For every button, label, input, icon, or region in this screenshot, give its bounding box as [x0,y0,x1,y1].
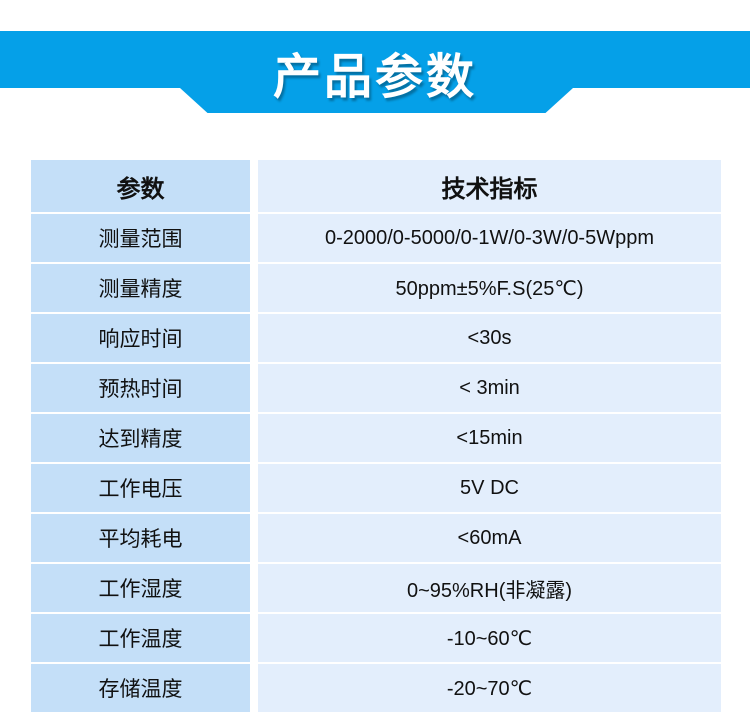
table-row: 工作湿度 0~95%RH(非凝露) [31,564,721,614]
table-header-row: 参数 技术指标 [31,160,721,214]
cell-parameter: 工作温度 [31,614,258,664]
table-header: 参数 技术指标 [31,160,721,214]
cell-parameter: 达到精度 [31,414,258,464]
cell-specification: -20~70℃ [258,664,721,714]
cell-specification: <60mA [258,514,721,564]
table-row: 工作电压 5V DC [31,464,721,514]
cell-specification: < 3min [258,364,721,414]
cell-parameter: 工作湿度 [31,564,258,614]
table-row: 达到精度 <15min [31,414,721,464]
table-row: 平均耗电 <60mA [31,514,721,564]
cell-parameter: 工作电压 [31,464,258,514]
banner-center-shape [180,31,573,113]
cell-specification: 0~95%RH(非凝露) [258,564,721,614]
page-title: 产品参数 [272,51,477,104]
table-row: 测量范围 0-2000/0-5000/0-1W/0-3W/0-5Wppm [31,214,721,264]
cell-specification: 5V DC [258,464,721,514]
cell-specification: 50ppm±5%F.S(25℃) [258,264,721,314]
cell-parameter: 平均耗电 [31,514,258,564]
table-body: 测量范围 0-2000/0-5000/0-1W/0-3W/0-5Wppm 测量精度 5… [31,214,721,714]
cell-parameter: 测量范围 [31,214,258,264]
cell-specification: <30s [258,314,721,364]
cell-parameter: 预热时间 [31,364,258,414]
table-row: 工作温度 -10~60℃ [31,614,721,664]
page-banner: 产品参数 [0,0,750,150]
cell-parameter: 响应时间 [31,314,258,364]
cell-specification: <15min [258,414,721,464]
table-row: 预热时间 < 3min [31,364,721,414]
cell-parameter: 存储温度 [31,664,258,714]
table-row: 响应时间 <30s [31,314,721,364]
column-header-parameter: 参数 [31,160,258,214]
table-row: 测量精度 50ppm±5%F.S(25℃) [31,264,721,314]
cell-specification: -10~60℃ [258,614,721,664]
table-row: 存储温度 -20~70℃ [31,664,721,714]
specification-table: 参数 技术指标 测量范围 0-2000/0-5000/0-1W/0-3W/0-5W… [31,160,721,714]
column-header-specification: 技术指标 [258,160,721,214]
cell-specification: 0-2000/0-5000/0-1W/0-3W/0-5Wppm [258,214,721,264]
cell-parameter: 测量精度 [31,264,258,314]
